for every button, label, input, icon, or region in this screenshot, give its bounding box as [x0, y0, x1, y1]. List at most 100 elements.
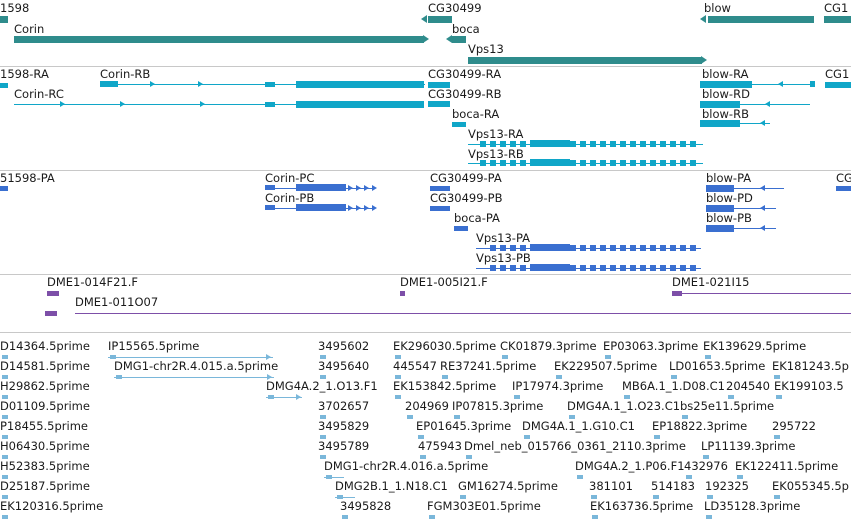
exon-bar[interactable] [510, 141, 516, 147]
cds-bar[interactable] [836, 186, 851, 191]
cds-bar[interactable] [660, 245, 666, 251]
clone-bar[interactable] [45, 311, 57, 316]
cds-bar[interactable] [680, 245, 686, 251]
exon-bar[interactable] [265, 82, 275, 87]
gene-bar[interactable] [14, 36, 424, 43]
cds-bar[interactable] [570, 245, 576, 251]
est-bar[interactable] [2, 415, 8, 419]
exon-bar[interactable] [490, 141, 496, 147]
est-bar[interactable] [737, 475, 743, 479]
exon-bar[interactable] [690, 141, 696, 147]
cds-bar[interactable] [670, 245, 676, 251]
exon-bar[interactable] [590, 141, 596, 147]
est-bar[interactable] [454, 415, 460, 419]
cds-bar[interactable] [490, 265, 496, 271]
exon-bar[interactable] [500, 160, 506, 166]
est-bar[interactable] [654, 435, 660, 439]
est-bar[interactable] [556, 375, 562, 379]
cds-bar[interactable] [490, 245, 496, 251]
est-bar[interactable] [395, 375, 401, 379]
est-bar[interactable] [686, 475, 692, 479]
est-bar[interactable] [591, 495, 597, 499]
exon-bar[interactable] [610, 160, 616, 166]
exon-bar[interactable] [510, 160, 516, 166]
exon-bar[interactable] [520, 141, 526, 147]
cds-bar[interactable] [640, 245, 646, 251]
est-bar[interactable] [774, 495, 780, 499]
est-bar[interactable] [682, 415, 688, 419]
exon-bar[interactable] [530, 140, 570, 147]
clone-bar[interactable] [400, 291, 405, 296]
est-bar[interactable] [2, 495, 8, 499]
est-bar[interactable] [342, 515, 348, 519]
cds-bar[interactable] [600, 245, 606, 251]
est-bar[interactable] [653, 495, 659, 499]
est-bar[interactable] [524, 435, 530, 439]
exon-bar[interactable] [265, 102, 275, 107]
cds-bar[interactable] [530, 264, 570, 271]
exon-bar[interactable] [700, 101, 740, 108]
cds-bar[interactable] [430, 186, 450, 191]
cds-bar[interactable] [500, 265, 506, 271]
exon-bar[interactable] [630, 160, 636, 166]
est-bar[interactable] [320, 455, 326, 459]
est-bar[interactable] [320, 355, 326, 359]
exon-bar[interactable] [700, 120, 740, 127]
exon-bar[interactable] [620, 141, 626, 147]
exon-bar[interactable] [480, 141, 486, 147]
est-bar[interactable] [2, 355, 8, 359]
cds-bar[interactable] [620, 265, 626, 271]
est-bar[interactable] [395, 395, 401, 399]
cds-bar[interactable] [590, 245, 596, 251]
est-bar[interactable] [2, 455, 8, 459]
est-bar[interactable] [2, 395, 8, 399]
est-bar[interactable] [728, 395, 734, 399]
exon-bar[interactable] [590, 160, 596, 166]
est-bar[interactable] [395, 355, 401, 359]
exon-bar[interactable] [680, 141, 686, 147]
exon-bar[interactable] [452, 122, 466, 127]
exon-bar[interactable] [530, 159, 570, 166]
exon-bar[interactable] [610, 141, 616, 147]
est-bar[interactable] [320, 435, 326, 439]
cds-bar[interactable] [610, 245, 616, 251]
exon-bar[interactable] [296, 81, 424, 88]
exon-bar[interactable] [620, 160, 626, 166]
protein-bar[interactable] [0, 186, 8, 191]
cds-bar[interactable] [706, 205, 734, 212]
cds-bar[interactable] [630, 265, 636, 271]
cds-bar[interactable] [650, 265, 656, 271]
cds-bar[interactable] [520, 265, 526, 271]
cds-bar[interactable] [670, 265, 676, 271]
gene-bar[interactable] [0, 16, 8, 23]
transcript-bar[interactable] [0, 83, 8, 88]
est-bar[interactable] [320, 415, 326, 419]
cds-bar[interactable] [520, 245, 526, 251]
cds-bar[interactable] [706, 225, 734, 232]
exon-bar[interactable] [660, 160, 666, 166]
cds-bar[interactable] [690, 265, 696, 271]
cds-bar[interactable] [510, 245, 516, 251]
est-bar[interactable] [569, 415, 575, 419]
cds-bar[interactable] [600, 265, 606, 271]
est-bar[interactable] [703, 455, 709, 459]
exon-bar[interactable] [428, 82, 450, 88]
clone-bar[interactable] [47, 291, 59, 296]
exon-bar[interactable] [490, 160, 496, 166]
exon-bar[interactable] [670, 141, 676, 147]
exon-bar[interactable] [600, 141, 606, 147]
est-bar[interactable] [502, 355, 508, 359]
exon-bar[interactable] [640, 160, 646, 166]
exon-bar[interactable] [650, 141, 656, 147]
exon-bar[interactable] [825, 82, 851, 88]
est-bar[interactable] [705, 355, 711, 359]
exon-bar[interactable] [580, 160, 586, 166]
exon-bar[interactable] [640, 141, 646, 147]
est-bar[interactable] [774, 435, 780, 439]
cds-bar[interactable] [660, 265, 666, 271]
cds-bar[interactable] [680, 265, 686, 271]
cds-bar[interactable] [630, 245, 636, 251]
clone-bar[interactable] [672, 291, 682, 296]
est-bar[interactable] [776, 395, 782, 399]
